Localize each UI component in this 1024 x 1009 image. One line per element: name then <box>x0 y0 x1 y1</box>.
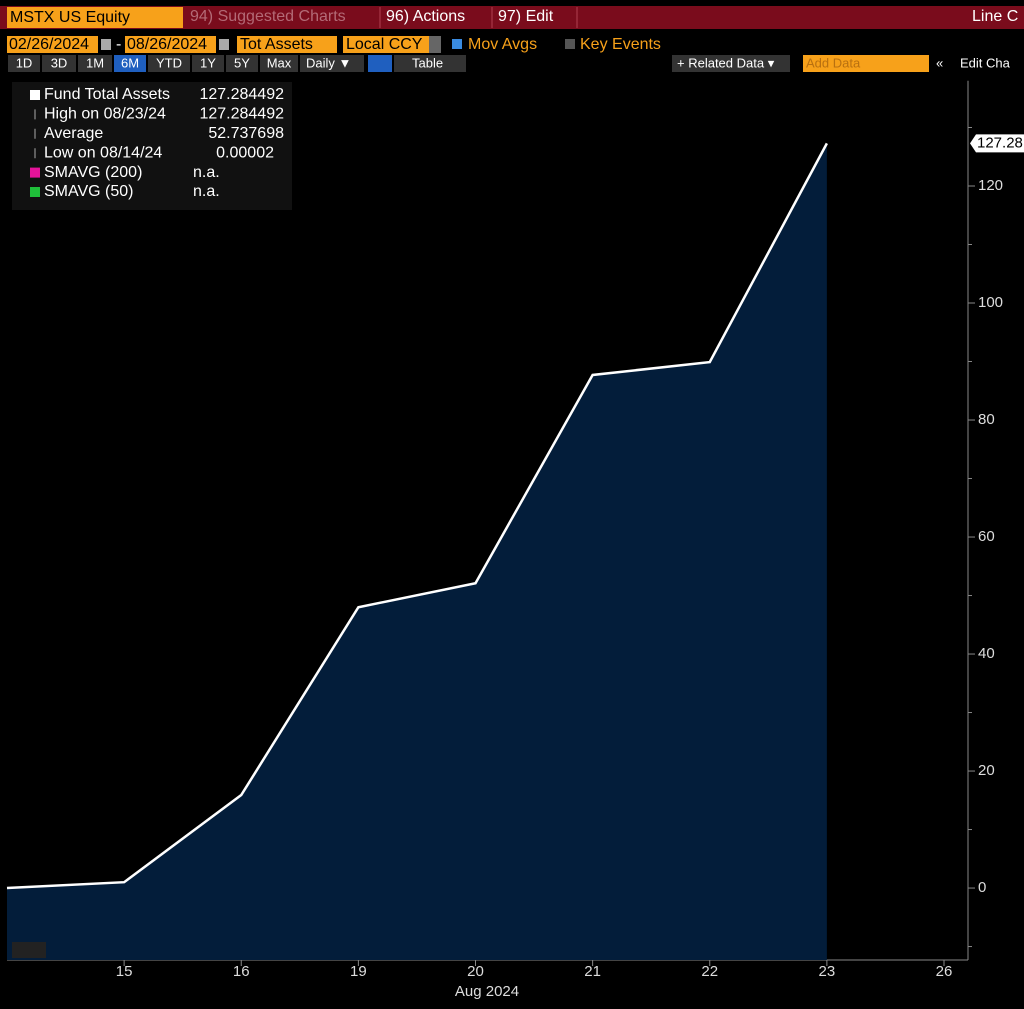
legend-label: Fund Total Assets <box>44 86 170 103</box>
checkbox[interactable] <box>565 39 575 49</box>
legend-swatch <box>30 167 40 178</box>
currency-select[interactable] <box>343 36 429 53</box>
dropdown[interactable] <box>429 36 441 53</box>
period-buttons: 1D 3D 1M 6M YTD 1Y 5Y Max <box>8 55 298 72</box>
end-date: 08/26/2024 <box>127 36 207 53</box>
y-tick-label: 20 <box>978 762 995 779</box>
x-axis-label: Aug 2024 <box>455 983 519 1000</box>
legend-value: 127.284492 <box>199 86 284 103</box>
legend-panel <box>12 82 292 210</box>
button[interactable] <box>300 55 364 72</box>
menu[interactable]: 94) Suggested Charts <box>190 8 346 25</box>
title-bar <box>0 6 1024 29</box>
date-field[interactable] <box>125 36 216 53</box>
y-tick-label: 100 <box>978 294 1003 311</box>
period-label: Max <box>267 55 292 70</box>
period-label: 1Y <box>200 55 216 70</box>
x-tick-label: 22 <box>701 963 718 980</box>
period-label: 1M <box>86 55 104 70</box>
period-button[interactable] <box>114 55 146 72</box>
legend-swatch <box>30 90 40 100</box>
period-button[interactable] <box>78 55 112 72</box>
x-tick-label: 23 <box>819 963 836 980</box>
legend-value: n.a. <box>193 183 220 200</box>
line <box>6 142 828 890</box>
add-data-field[interactable] <box>803 55 929 72</box>
table: Table <box>412 55 443 70</box>
y-tick-label: 0 <box>978 879 986 896</box>
y-tick-label: 80 <box>978 411 995 428</box>
date-field[interactable] <box>7 36 98 53</box>
date-separator: - <box>116 36 121 53</box>
menu[interactable]: 96) Actions <box>386 8 465 25</box>
x-tick-label: 26 <box>936 963 953 980</box>
x-tick-label: 19 <box>350 963 367 980</box>
period-label: YTD <box>156 55 182 70</box>
stat-value: 0.00002 <box>216 144 274 161</box>
x-tick-label: 21 <box>584 963 601 980</box>
field: Tot Assets <box>240 36 313 53</box>
calendar-icon[interactable] <box>101 39 111 50</box>
legend-label: SMAVG (200) <box>44 164 142 181</box>
checkbox[interactable] <box>452 39 462 49</box>
edit-chart[interactable]: Edit Cha <box>960 55 1011 70</box>
stat-value: 127.284492 <box>199 106 284 123</box>
security-field[interactable] <box>7 7 183 28</box>
button[interactable] <box>394 55 466 72</box>
stat-label: High on 08/23/24 <box>44 106 166 123</box>
chart-menu-icon[interactable] <box>12 942 46 958</box>
start-date: 02/26/2024 <box>9 36 89 53</box>
value-callout <box>970 134 1024 153</box>
chart: 0 20 40 60 80 100 120 15 16 19 20 21 22 23 26 Aug 2024 1… <box>6 80 1024 1000</box>
area <box>7 143 827 961</box>
period-button[interactable] <box>226 55 258 72</box>
frequency: Daily ▼ <box>306 55 351 70</box>
legend-value: n.a. <box>193 164 220 181</box>
collapse[interactable]: « <box>936 55 943 70</box>
add-data: Add Data <box>806 55 861 70</box>
period-label: 3D <box>51 55 68 70</box>
legend-label: SMAVG (50) <box>44 183 134 200</box>
period-button[interactable] <box>192 55 224 72</box>
stat-label: Average <box>44 125 103 142</box>
currency: Local CCY <box>346 36 423 53</box>
x-tick-label: 15 <box>116 963 133 980</box>
period-label: 6M <box>121 55 139 70</box>
chart-style-button[interactable] <box>368 55 392 72</box>
x-tick-label: 16 <box>233 963 250 980</box>
y-tick-label: 120 <box>978 177 1003 194</box>
period-label: 5Y <box>234 55 250 70</box>
period-button[interactable] <box>8 55 40 72</box>
legend-swatch <box>30 187 40 197</box>
menu[interactable]: 97) Edit <box>498 8 554 25</box>
period-button[interactable] <box>260 55 298 72</box>
value-label: 127.28 <box>977 134 1023 151</box>
period-label: 1D <box>16 55 33 70</box>
security: MSTX US Equity <box>10 9 130 26</box>
y-tick-label: 60 <box>978 528 995 545</box>
mov-avgs[interactable]: Mov Avgs <box>468 36 537 53</box>
field-select[interactable] <box>237 36 337 53</box>
chart-type[interactable]: Line C <box>972 8 1018 25</box>
stat-label: Low on 08/14/24 <box>44 144 162 161</box>
related-data: + Related Data ▾ <box>677 55 775 70</box>
period-button[interactable] <box>42 55 76 72</box>
legend: Fund Total Assets 127.284492 High on 08/23… <box>30 86 284 200</box>
period-button[interactable] <box>148 55 190 72</box>
stat-value: 52.737698 <box>208 125 284 142</box>
x-tick-label: 20 <box>467 963 484 980</box>
button[interactable] <box>672 55 790 72</box>
key-events[interactable]: Key Events <box>580 36 661 53</box>
calendar-icon[interactable] <box>219 39 229 50</box>
y-tick-label: 40 <box>978 645 995 662</box>
